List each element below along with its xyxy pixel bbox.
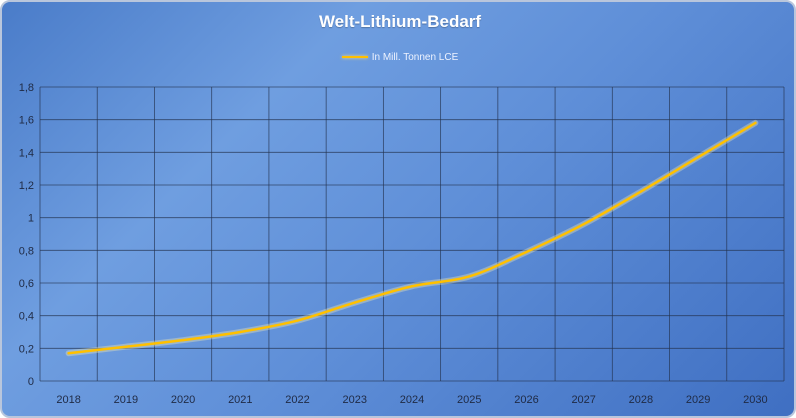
data-point <box>582 223 585 226</box>
data-point <box>181 338 185 342</box>
x-tick-label: 2026 <box>514 394 538 406</box>
y-tick-label: 1,4 <box>19 147 34 159</box>
x-tick-label: 2022 <box>285 394 309 406</box>
x-tick-label: 2025 <box>457 394 481 406</box>
data-point <box>124 345 128 348</box>
x-tick-label: 2030 <box>743 394 767 406</box>
y-tick-label: 1 <box>28 213 34 225</box>
legend-swatch <box>341 56 368 59</box>
y-tick-label: 0 <box>28 376 34 388</box>
y-tick-label: 1,6 <box>19 115 34 127</box>
data-point <box>468 275 471 278</box>
x-tick-label: 2027 <box>571 394 595 406</box>
x-tick-label: 2023 <box>343 394 367 406</box>
data-point <box>353 301 356 304</box>
legend-label: In Mill. Tonnen LCE <box>371 52 459 63</box>
x-tick-label: 2029 <box>686 394 710 406</box>
data-point <box>67 352 70 355</box>
y-tick-label: 0,8 <box>19 245 34 257</box>
x-tick-label: 2028 <box>629 394 653 406</box>
x-tick-label: 2020 <box>171 394 195 406</box>
data-point <box>239 330 242 334</box>
y-tick-label: 0,2 <box>19 343 34 355</box>
x-tick-label: 2024 <box>400 394 424 406</box>
y-tick-label: 1,8 <box>19 82 34 94</box>
data-point <box>525 250 528 254</box>
x-tick-label: 2018 <box>56 394 80 406</box>
x-tick-label: 2021 <box>228 394 252 406</box>
data-point <box>754 121 757 125</box>
y-tick-label: 1,2 <box>19 180 34 192</box>
y-tick-label: 0,4 <box>19 311 34 323</box>
data-point <box>296 319 299 322</box>
series-line <box>67 121 757 355</box>
data-point <box>696 156 700 159</box>
data-point <box>410 285 414 288</box>
legend: In Mill. Tonnen LCE <box>2 52 794 63</box>
x-tick-label: 2019 <box>114 394 138 406</box>
series-line-glow <box>65 119 759 357</box>
chart-title: Welt-Lithium-Bedarf <box>318 12 482 31</box>
data-point <box>639 190 643 193</box>
y-tick-label: 0,6 <box>19 278 34 290</box>
